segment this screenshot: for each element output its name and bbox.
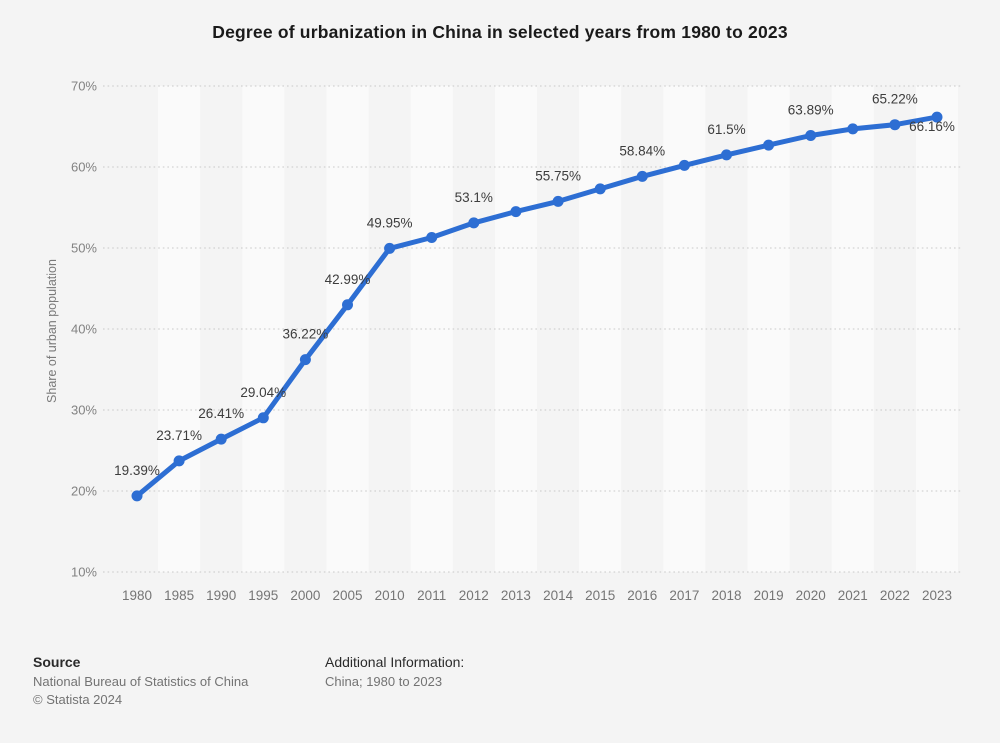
plot-band-2013	[494, 86, 537, 572]
y-tick-label-20: 20%	[71, 484, 97, 499]
x-tick-label-2000: 2000	[290, 588, 320, 603]
x-tick-label-1990: 1990	[206, 588, 236, 603]
additional-info-text: China; 1980 to 2023	[325, 674, 443, 689]
data-point-2017[interactable]	[678, 159, 690, 171]
data-point-2014[interactable]	[552, 195, 564, 207]
x-tick-label-2010: 2010	[375, 588, 405, 603]
x-tick-label-2023: 2023	[922, 588, 952, 603]
data-label-2016: 58.84%	[619, 143, 665, 158]
data-label-1990: 26.41%	[198, 406, 244, 421]
x-tick-label-1995: 1995	[248, 588, 278, 603]
x-tick-label-1985: 1985	[164, 588, 194, 603]
chart-canvas: 70% 60% 50% 40% 30% 20% 10% 1980 1985 1990 1995 200…	[71, 79, 961, 603]
data-point-2015[interactable]	[594, 183, 606, 195]
data-point-2021[interactable]	[847, 123, 859, 135]
x-tick-label-2019: 2019	[754, 588, 784, 603]
x-tick-label-2022: 2022	[880, 588, 910, 603]
data-point-2005[interactable]	[342, 299, 353, 311]
y-tick-label-50: 50%	[71, 241, 97, 256]
y-tick-label-60: 60%	[71, 160, 97, 175]
additional-info-block: Additional Information: China; 1980 to 2…	[325, 654, 464, 692]
chart-title: Degree of urbanization in China in selec…	[212, 22, 788, 42]
data-label-2005: 42.99%	[325, 272, 371, 287]
x-tick-label-2012: 2012	[459, 588, 489, 603]
x-tick-label-2017: 2017	[669, 588, 699, 603]
data-label-1980: 19.39%	[114, 463, 160, 478]
data-label-2014: 55.75%	[535, 168, 581, 183]
data-point-2000[interactable]	[299, 354, 311, 366]
data-point-1985[interactable]	[173, 455, 185, 467]
data-label-2010: 49.95%	[367, 215, 413, 230]
data-label-2020: 63.89%	[788, 103, 834, 118]
data-point-2010[interactable]	[384, 242, 396, 254]
data-point-2019[interactable]	[763, 139, 775, 151]
data-point-2020[interactable]	[805, 130, 817, 141]
source-block: Source National Bureau of Statistics of …	[33, 654, 248, 710]
x-tick-label-2021: 2021	[838, 588, 868, 603]
data-label-2022: 65.22%	[872, 92, 918, 107]
data-point-1980[interactable]	[131, 490, 143, 502]
y-tick-label-40: 40%	[71, 322, 97, 337]
plot-band-2019	[747, 86, 790, 572]
data-label-1985: 23.71%	[156, 428, 202, 443]
x-tick-label-2020: 2020	[796, 588, 826, 603]
data-point-2018[interactable]	[721, 149, 732, 161]
x-tick-label-2013: 2013	[501, 588, 531, 603]
data-point-2013[interactable]	[510, 206, 522, 218]
x-tick-label-2018: 2018	[711, 588, 741, 603]
additional-info-heading: Additional Information:	[325, 654, 465, 670]
statista-copyright: © Statista 2024	[33, 692, 123, 707]
y-tick-label-30: 30%	[71, 403, 97, 418]
source-name: National Bureau of Statistics of China	[33, 674, 249, 689]
plot-band-2011	[410, 86, 453, 572]
x-tick-label-2005: 2005	[332, 588, 362, 603]
data-label-2023: 66.16%	[909, 119, 955, 134]
data-label-1995: 29.04%	[240, 385, 286, 400]
x-tick-label-1980: 1980	[122, 588, 152, 603]
data-label-2012: 53.1%	[455, 190, 493, 205]
plot-band-1995	[242, 86, 285, 572]
data-point-2011[interactable]	[426, 232, 438, 243]
data-point-1995[interactable]	[257, 412, 269, 424]
y-tick-label-10: 10%	[71, 565, 97, 580]
data-point-2022[interactable]	[889, 119, 901, 131]
x-tick-label-2011: 2011	[417, 588, 446, 603]
data-point-1990[interactable]	[215, 433, 227, 445]
data-point-2023[interactable]	[931, 111, 943, 123]
x-tick-label-2014: 2014	[543, 588, 574, 603]
data-label-2018: 61.5%	[707, 122, 745, 137]
x-tick-label-2016: 2016	[627, 588, 657, 603]
source-heading: Source	[33, 654, 81, 670]
y-tick-label-70: 70%	[71, 79, 97, 94]
data-point-2016[interactable]	[636, 170, 648, 182]
series-line	[134, 114, 940, 499]
x-tick-label-2015: 2015	[585, 588, 615, 603]
data-label-2000: 36.22%	[283, 327, 329, 342]
plot-band-1985	[158, 86, 201, 572]
data-point-2012[interactable]	[468, 217, 480, 229]
